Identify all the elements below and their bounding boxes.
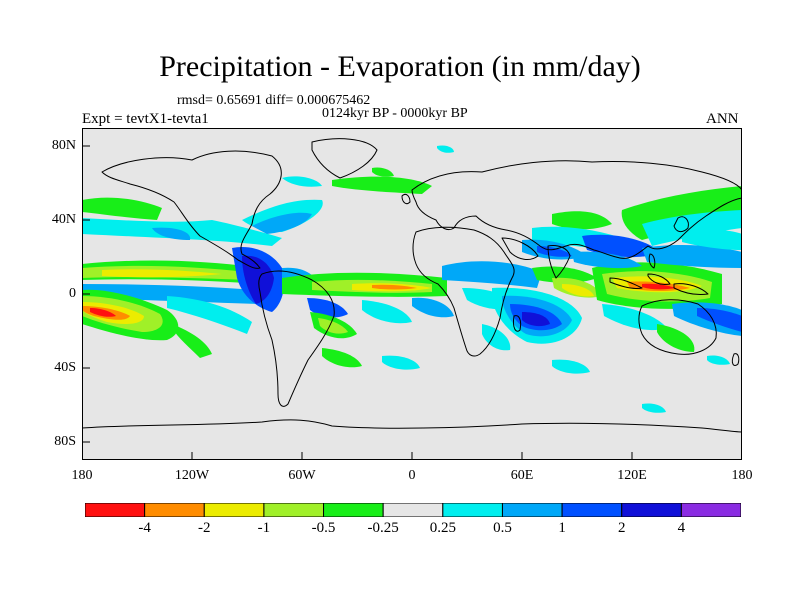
contour-fill <box>90 308 116 317</box>
season-label: ANN <box>706 111 739 127</box>
axis-ticks <box>82 145 633 460</box>
colorbar-label: 0.25 <box>429 520 456 536</box>
contour-fill <box>707 355 730 365</box>
coast-japan <box>673 216 689 233</box>
colorbar-label: -1 <box>257 520 271 536</box>
contour-fill <box>412 297 454 318</box>
rmsd-diff-stats: rmsd= 0.65691 diff= 0.000675462 <box>177 93 371 108</box>
colorbar-label: -4 <box>138 520 151 536</box>
coast-arabia <box>501 237 539 260</box>
coast-philippines <box>648 253 656 269</box>
x-tick-label: 60E <box>510 468 534 483</box>
contour-fill <box>382 355 420 370</box>
contour-fill <box>552 211 612 230</box>
colorbar-swatch <box>263 503 325 517</box>
coast-greenland <box>311 138 378 179</box>
contour-fill <box>102 269 222 278</box>
coast-africa <box>412 226 515 357</box>
experiment-label: Expt = tevtX1-tevta1 <box>82 111 209 127</box>
contour-fill <box>657 324 695 352</box>
contour-fill <box>442 261 542 288</box>
colorbar-swatch <box>382 503 444 517</box>
colorbar-label: 1 <box>558 520 566 536</box>
coast-eurasia <box>411 160 742 259</box>
chart-title: Precipitation - Evaporation (in mm/day) <box>159 50 641 83</box>
x-tick-label: 0 <box>408 468 416 483</box>
colorbar-swatch <box>144 503 205 517</box>
contour-fill <box>552 359 590 374</box>
contour-fill <box>697 308 742 332</box>
coastlines <box>82 138 742 433</box>
contour-fill <box>602 304 667 331</box>
colorbar-swatch <box>561 503 623 517</box>
colorbar-label: -0.5 <box>311 520 336 536</box>
coast-madagascar <box>513 315 522 332</box>
colorbar-label: 2 <box>617 520 626 536</box>
coast-new-zealand <box>731 353 740 367</box>
contour-fill <box>167 296 252 334</box>
colorbar-label: -0.25 <box>367 520 399 536</box>
colorbar-label: 4 <box>677 520 686 536</box>
x-tick-label: 60W <box>288 468 316 483</box>
contour-fill <box>242 255 274 304</box>
x-tick-label: 120W <box>174 468 210 483</box>
coast-south-america <box>258 270 335 407</box>
coast-indonesia <box>609 273 709 295</box>
colorbar-swatch <box>501 503 563 517</box>
y-tick-label: 0 <box>69 286 76 301</box>
contour-fill <box>437 145 454 153</box>
contour-fill <box>642 210 742 246</box>
contour-fill <box>572 251 642 269</box>
coast-india <box>547 245 571 279</box>
contour-fill <box>282 176 322 187</box>
colorbar-swatch <box>442 503 503 517</box>
contour-fill <box>82 197 162 220</box>
contour-fill <box>152 227 191 240</box>
contour-fill <box>362 300 412 324</box>
contour-fill <box>582 234 662 258</box>
contour-fill <box>372 284 417 290</box>
colorbar-swatch <box>203 503 265 517</box>
contour-fill <box>307 298 348 318</box>
period-label: 0124kyr BP - 0000kyr BP <box>322 106 468 121</box>
colorbar <box>85 503 741 517</box>
x-tick-label: 120E <box>617 468 647 483</box>
contour-fill <box>532 266 597 283</box>
y-tick-label: 80N <box>51 138 76 153</box>
colorbar-swatch <box>621 503 682 517</box>
contour-fill <box>318 318 348 334</box>
y-tick-label: 40S <box>54 360 76 375</box>
contour-fill <box>332 176 432 194</box>
colorbar-label: 0.5 <box>493 520 512 536</box>
y-tick-label: 80S <box>54 434 76 449</box>
contour-fill <box>522 312 550 327</box>
colorbar-swatch <box>85 503 146 517</box>
x-tick-label: 180 <box>71 468 93 483</box>
coast-north-america <box>101 150 282 269</box>
x-tick-label: 180 <box>731 468 753 483</box>
colorbar-label: -2 <box>198 520 211 536</box>
coast-uk <box>401 193 411 205</box>
contour-fill <box>642 283 676 290</box>
contour-fill <box>642 403 666 413</box>
contour-fill <box>642 245 742 268</box>
coast-antarctica <box>82 419 742 433</box>
contour-fill <box>322 348 362 368</box>
coast-australia <box>638 299 717 355</box>
y-tick-label: 40N <box>51 212 76 227</box>
precip-minus-evap-map <box>82 128 742 460</box>
contour-fill <box>372 167 394 177</box>
contour-fill <box>252 212 312 234</box>
colorbar-swatch <box>323 503 384 517</box>
colorbar-swatch <box>680 503 741 517</box>
contour-fill <box>682 229 742 250</box>
field-contours <box>82 145 742 413</box>
contour-fill <box>562 284 594 297</box>
contour-fill <box>172 324 212 358</box>
